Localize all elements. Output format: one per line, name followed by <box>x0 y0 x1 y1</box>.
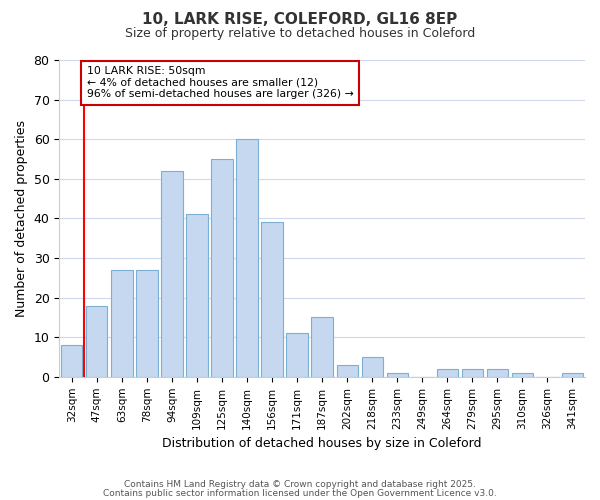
Bar <box>187 214 208 377</box>
Bar <box>362 357 383 377</box>
Text: 10, LARK RISE, COLEFORD, GL16 8EP: 10, LARK RISE, COLEFORD, GL16 8EP <box>142 12 458 28</box>
Bar <box>462 369 483 377</box>
Bar <box>236 139 257 377</box>
Text: Contains public sector information licensed under the Open Government Licence v3: Contains public sector information licen… <box>103 489 497 498</box>
Bar <box>487 369 508 377</box>
Text: Contains HM Land Registry data © Crown copyright and database right 2025.: Contains HM Land Registry data © Crown c… <box>124 480 476 489</box>
Y-axis label: Number of detached properties: Number of detached properties <box>15 120 28 317</box>
Bar <box>111 270 133 377</box>
Bar <box>86 306 107 377</box>
Bar <box>562 373 583 377</box>
Bar <box>337 365 358 377</box>
Bar <box>286 334 308 377</box>
Bar <box>437 369 458 377</box>
Bar <box>386 373 408 377</box>
X-axis label: Distribution of detached houses by size in Coleford: Distribution of detached houses by size … <box>163 437 482 450</box>
Bar <box>311 318 333 377</box>
Bar <box>262 222 283 377</box>
Bar <box>136 270 158 377</box>
Bar <box>512 373 533 377</box>
Bar <box>161 171 182 377</box>
Bar <box>211 159 233 377</box>
Text: 10 LARK RISE: 50sqm
← 4% of detached houses are smaller (12)
96% of semi-detache: 10 LARK RISE: 50sqm ← 4% of detached hou… <box>87 66 353 99</box>
Text: Size of property relative to detached houses in Coleford: Size of property relative to detached ho… <box>125 28 475 40</box>
Bar <box>61 345 82 377</box>
